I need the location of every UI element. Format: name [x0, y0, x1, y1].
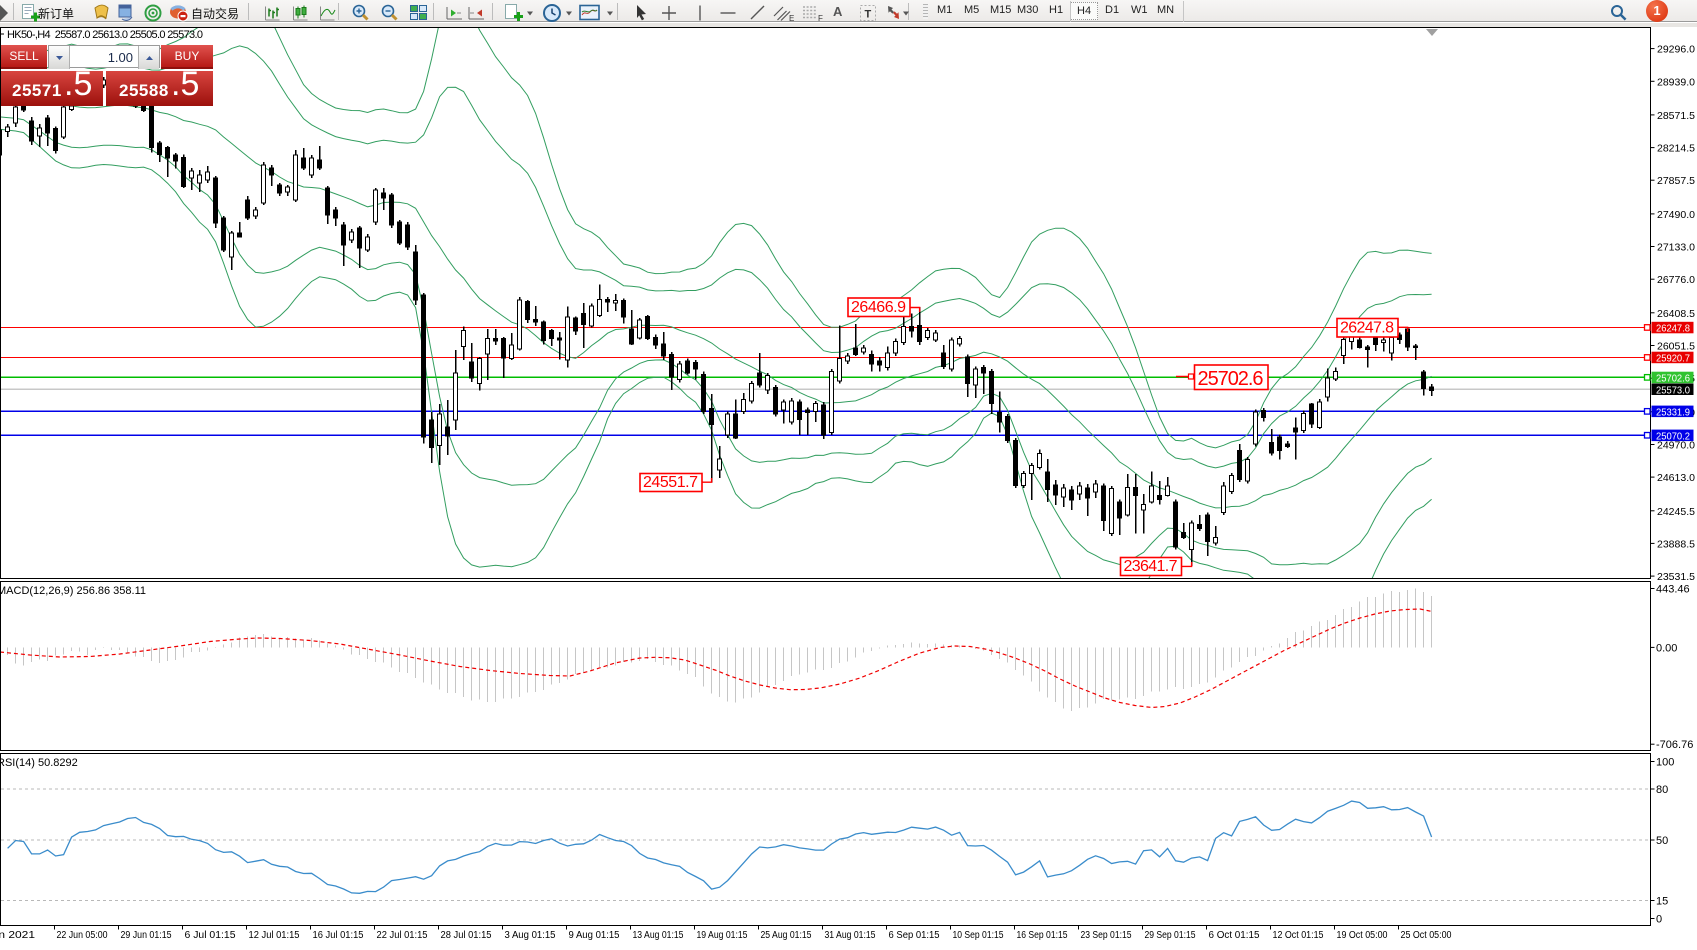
- svg-text:22 Jun 05:00: 22 Jun 05:00: [57, 930, 108, 941]
- svg-text:29 Sep 01:15: 29 Sep 01:15: [1145, 930, 1196, 941]
- svg-text:6 Oct 01:15: 6 Oct 01:15: [1209, 930, 1260, 941]
- svg-text:0: 0: [1656, 914, 1662, 926]
- svg-text:25702.6: 25702.6: [1656, 372, 1690, 384]
- svg-text:13 Aug 01:15: 13 Aug 01:15: [633, 930, 684, 941]
- svg-text:15: 15: [1656, 896, 1668, 908]
- svg-text:29296.0: 29296.0: [1657, 44, 1695, 56]
- svg-text:6 Sep 01:15: 6 Sep 01:15: [889, 930, 940, 941]
- svg-text:26051.5: 26051.5: [1657, 341, 1695, 353]
- svg-text:25573.0: 25573.0: [1656, 384, 1690, 396]
- svg-text:28571.5: 28571.5: [1657, 110, 1695, 122]
- svg-text:28939.0: 28939.0: [1657, 76, 1695, 88]
- svg-text:22 Jul 01:15: 22 Jul 01:15: [377, 930, 428, 941]
- svg-text:26247.8: 26247.8: [1340, 320, 1394, 337]
- svg-text:25702.6: 25702.6: [1198, 368, 1264, 390]
- svg-text:9 Aug 01:15: 9 Aug 01:15: [569, 930, 620, 941]
- svg-text:443.46: 443.46: [1656, 584, 1690, 596]
- svg-text:6 Jul 01:15: 6 Jul 01:15: [185, 930, 236, 941]
- svg-text:100: 100: [1656, 757, 1674, 769]
- svg-text:RSI(14) 50.8292: RSI(14) 50.8292: [0, 757, 78, 769]
- svg-text:12 Jul 01:15: 12 Jul 01:15: [249, 930, 300, 941]
- svg-text:27133.0: 27133.0: [1657, 242, 1695, 254]
- svg-text:25 Aug 01:15: 25 Aug 01:15: [761, 930, 812, 941]
- svg-text:3 Aug 01:15: 3 Aug 01:15: [505, 930, 556, 941]
- svg-text:16 Jul 01:15: 16 Jul 01:15: [313, 930, 364, 941]
- svg-text:24245.5: 24245.5: [1657, 506, 1695, 518]
- svg-text:23 Sep 01:15: 23 Sep 01:15: [1081, 930, 1132, 941]
- svg-text:29 Jun 01:15: 29 Jun 01:15: [121, 930, 172, 941]
- svg-text:80: 80: [1656, 784, 1668, 796]
- svg-text:31 Aug 01:15: 31 Aug 01:15: [825, 930, 876, 941]
- svg-text:28214.5: 28214.5: [1657, 143, 1695, 155]
- svg-text:23641.7: 23641.7: [1124, 558, 1178, 575]
- svg-text:25070.2: 25070.2: [1656, 430, 1690, 442]
- svg-text:24551.7: 24551.7: [643, 474, 698, 491]
- svg-text:0.00: 0.00: [1656, 642, 1677, 654]
- svg-text:26408.5: 26408.5: [1657, 308, 1695, 320]
- svg-text:28 Jul 01:15: 28 Jul 01:15: [441, 930, 492, 941]
- svg-text:26776.0: 26776.0: [1657, 274, 1695, 286]
- svg-text:24613.0: 24613.0: [1657, 472, 1695, 484]
- svg-text:-706.76: -706.76: [1656, 739, 1693, 751]
- svg-text:25331.9: 25331.9: [1656, 406, 1690, 418]
- svg-text:10 Sep 01:15: 10 Sep 01:15: [953, 930, 1004, 941]
- svg-text:12 Oct 01:15: 12 Oct 01:15: [1273, 930, 1324, 941]
- svg-text:16 Sep 01:15: 16 Sep 01:15: [1017, 930, 1068, 941]
- svg-text:24970.0: 24970.0: [1657, 440, 1695, 452]
- svg-text:50: 50: [1656, 835, 1668, 847]
- svg-text:14 Jun 2021: 14 Jun 2021: [0, 930, 36, 941]
- svg-text:23888.5: 23888.5: [1657, 538, 1695, 550]
- svg-text:19 Aug 01:15: 19 Aug 01:15: [697, 930, 748, 941]
- svg-text:F: F: [818, 14, 823, 23]
- svg-text:26466.9: 26466.9: [851, 299, 906, 316]
- svg-text:25920.7: 25920.7: [1656, 353, 1690, 365]
- svg-text:T: T: [865, 9, 872, 21]
- svg-text:19 Oct 05:00: 19 Oct 05:00: [1337, 930, 1388, 941]
- svg-text:27490.0: 27490.0: [1657, 209, 1695, 221]
- svg-text:25 Oct 05:00: 25 Oct 05:00: [1401, 930, 1452, 941]
- svg-text:23531.5: 23531.5: [1657, 571, 1695, 583]
- svg-text:26247.8: 26247.8: [1656, 323, 1690, 335]
- svg-text:MACD(12,26,9) 256.86 358.11: MACD(12,26,9) 256.86 358.11: [0, 585, 146, 597]
- svg-text:E: E: [789, 14, 794, 23]
- svg-text:HK50-,H4 25587.0 25613.0 2550: HK50-,H4 25587.0 25613.0 25505.0 25573.0: [7, 29, 203, 41]
- svg-text:27857.5: 27857.5: [1657, 175, 1695, 187]
